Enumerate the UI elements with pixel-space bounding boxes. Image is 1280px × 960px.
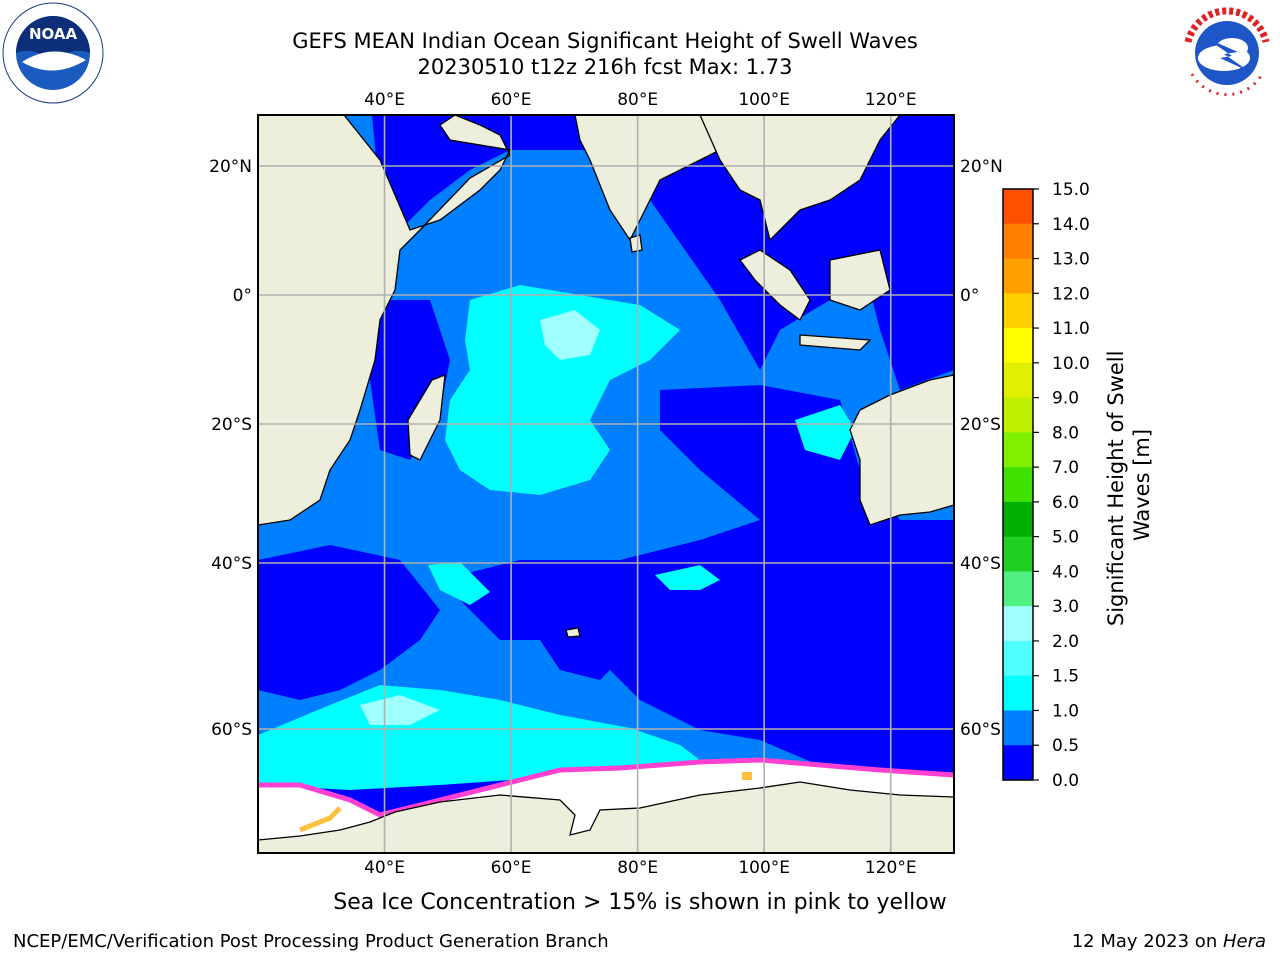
lon-tick-label: 80°E [617, 90, 658, 110]
map-area [258, 115, 954, 853]
graticule [258, 115, 954, 853]
footer-date: 12 May 2023 on Hera [1072, 931, 1266, 952]
lat-tick-label: 20°S [960, 415, 1001, 435]
colorbar-tick-label: 5.0 [1052, 528, 1079, 548]
colorbar-tick-label: 13.0 [1052, 250, 1090, 270]
lat-tick-label: 20°N [960, 157, 1003, 177]
colorbar-tick-label: 4.0 [1052, 562, 1079, 582]
colorbar-segment [1003, 223, 1033, 260]
lat-tick-label: 60°S [960, 720, 1001, 740]
colorbar [1003, 189, 1033, 781]
svg-text:NOAA: NOAA [29, 25, 78, 43]
lon-labels-top: 40°E 60°E 80°E 100°E 120°E [364, 90, 916, 110]
colorbar-segment [1003, 640, 1033, 677]
colorbar-segment [1003, 675, 1033, 712]
lat-tick-label: 20°S [211, 415, 252, 435]
lat-labels-right: 20°N 0° 20°S 40°S 60°S [960, 157, 1003, 740]
lon-tick-label: 120°E [865, 90, 917, 110]
colorbar-segment [1003, 536, 1033, 573]
colorbar-tick-label: 6.0 [1052, 493, 1079, 513]
colorbar-tick-label: 1.0 [1052, 701, 1079, 721]
colorbar-segment [1003, 501, 1033, 538]
colorbar-tick-label: 2.0 [1052, 632, 1079, 652]
lon-tick-label: 40°E [364, 90, 405, 110]
lat-tick-label: 40°S [211, 554, 252, 574]
noaa-logo: NOAA [2, 2, 104, 104]
lat-tick-label: 20°N [209, 157, 252, 177]
colorbar-title: Significant Height of Swell Waves [m] [1104, 344, 1154, 626]
lon-tick-label: 60°E [491, 858, 532, 878]
colorbar-segment [1003, 397, 1033, 433]
nws-logo [1179, 5, 1275, 101]
chart-subtitle: 20230510 t12z 216h fcst Max: 1.73 [417, 55, 793, 79]
colorbar-segment [1003, 189, 1033, 225]
colorbar-tick-label: 11.0 [1052, 319, 1090, 339]
colorbar-ticks: 15.0 14.0 13.0 12.0 11.0 10.0 9.0 8.0 7.0 6.0 5.0 4… [1033, 180, 1090, 791]
colorbar-tick-label: 10.0 [1052, 354, 1090, 374]
sea-ice-edge [258, 757, 954, 818]
lon-tick-label: 80°E [617, 858, 658, 878]
colorbar-segment [1003, 328, 1033, 364]
colorbar-segment [1003, 467, 1033, 503]
colorbar-tick-label: 15.0 [1052, 180, 1090, 200]
colorbar-segment [1003, 432, 1033, 468]
colorbar-tick-label: 14.0 [1052, 215, 1090, 235]
lon-tick-label: 40°E [364, 858, 405, 878]
colorbar-segment [1003, 745, 1033, 781]
lon-tick-label: 120°E [865, 858, 917, 878]
footer-date-text: 12 May 2023 on [1071, 931, 1223, 952]
colorbar-tick-label: 1.5 [1052, 667, 1079, 687]
colorbar-tick-label: 0.0 [1052, 771, 1079, 791]
land [258, 115, 954, 853]
lat-tick-label: 60°S [211, 720, 252, 740]
colorbar-segment [1003, 362, 1033, 399]
colorbar-segment [1003, 293, 1033, 329]
lon-tick-label: 100°E [738, 858, 790, 878]
colorbar-tick-label: 12.0 [1052, 284, 1090, 304]
footer-credit: NCEP/EMC/Verification Post Processing Pr… [13, 931, 609, 952]
colorbar-segment [1003, 710, 1033, 746]
lat-tick-label: 0° [960, 286, 979, 306]
lon-labels-bottom: 40°E 60°E 80°E 100°E 120°E [364, 858, 916, 878]
colorbar-tick-label: 0.5 [1052, 736, 1079, 756]
colorbar-segment [1003, 258, 1033, 294]
lon-tick-label: 100°E [738, 90, 790, 110]
lon-tick-label: 60°E [491, 90, 532, 110]
colorbar-tick-label: 7.0 [1052, 458, 1079, 478]
sea-ice-note: Sea Ice Concentration > 15% is shown in … [333, 890, 947, 915]
colorbar-tick-label: 8.0 [1052, 423, 1079, 443]
map-frame [257, 114, 955, 854]
colorbar-segment [1003, 571, 1033, 607]
swell-band-1.5-2.0 [360, 310, 600, 725]
colorbar-frame [1002, 188, 1034, 781]
lat-tick-label: 0° [233, 286, 252, 306]
colorbar-segment [1003, 606, 1033, 642]
lat-labels-left: 20°N 0° 20°S 40°S 60°S [209, 157, 252, 740]
chart-title: GEFS MEAN Indian Ocean Significant Heigh… [292, 29, 918, 53]
swell-band-1.0-1.5 [258, 285, 855, 790]
colorbar-tick-label: 9.0 [1052, 389, 1079, 409]
footer-host: Hera [1222, 931, 1266, 952]
colorbar-tick-label: 3.0 [1052, 597, 1079, 617]
lat-tick-label: 40°S [960, 554, 1001, 574]
